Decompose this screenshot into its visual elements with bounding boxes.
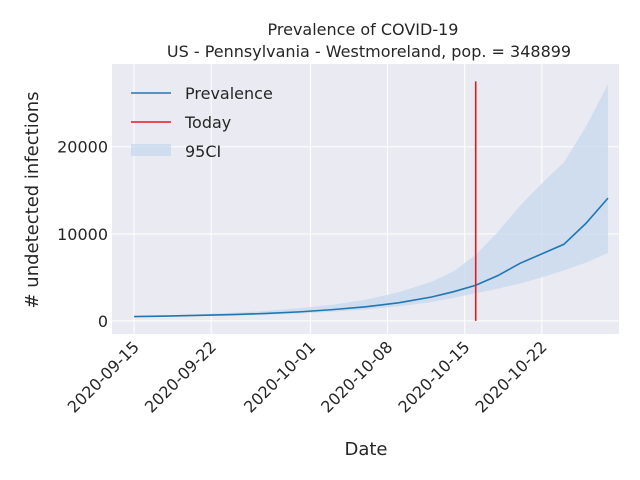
legend-label-ci: 95CI [185, 142, 221, 161]
x-tick-label: 2020-09-15 [64, 337, 143, 416]
x-tick-label: 2020-10-01 [240, 337, 319, 416]
ci-band [134, 84, 608, 318]
x-tick-label: 2020-09-22 [141, 337, 220, 416]
legend-label-today: Today [184, 113, 231, 132]
legend: Prevalence Today 95CI [131, 84, 273, 161]
y-tick-label: 20000 [57, 138, 108, 157]
x-axis-label: Date [344, 439, 387, 460]
y-tick-label: 0 [98, 312, 108, 331]
x-tick-label: 2020-10-15 [394, 337, 473, 416]
legend-label-prevalence: Prevalence [185, 84, 273, 103]
x-tick-label: 2020-10-08 [317, 337, 396, 416]
chart-title: Prevalence of COVID-19 [268, 20, 459, 39]
prevalence-line [134, 197, 609, 318]
x-tick-label: 2020-10-22 [471, 337, 550, 416]
y-tick-labels: 0 10000 20000 [57, 138, 108, 331]
legend-swatch-ci [131, 144, 171, 156]
y-tick-label: 10000 [57, 225, 108, 244]
y-axis-label: # undetected infections [22, 91, 43, 308]
chart-subtitle: US - Pennsylvania - Westmoreland, pop. =… [167, 42, 571, 61]
